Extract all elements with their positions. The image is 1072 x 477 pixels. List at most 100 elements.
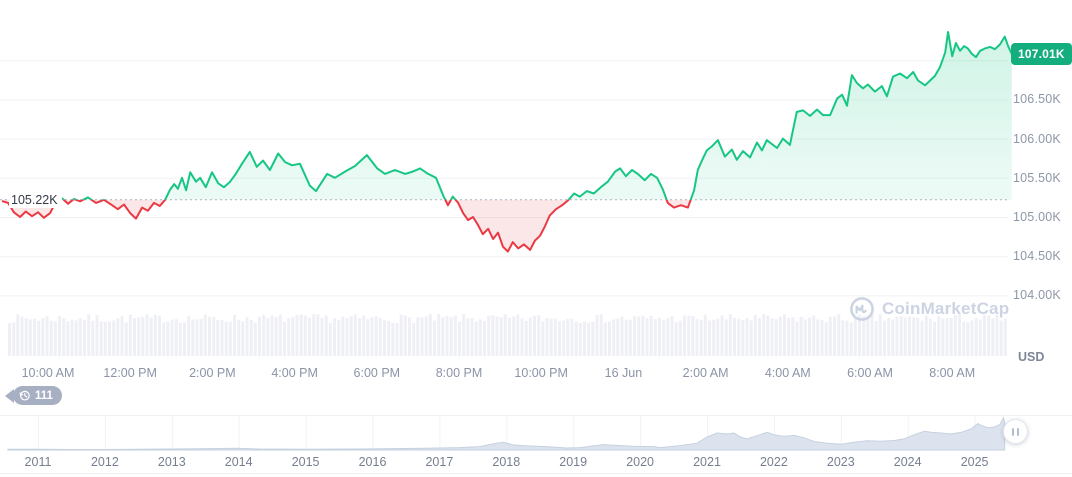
volume-bar (8, 322, 11, 356)
gridlines (0, 60, 1008, 297)
volume-bar (245, 317, 249, 356)
volume-bar (699, 319, 703, 356)
navigator-history-area (7, 416, 1006, 451)
volume-bar (374, 316, 378, 356)
volume-bar (749, 320, 753, 356)
volume-bar (791, 317, 795, 356)
price-line-up (57, 31, 1013, 200)
volume-bar (841, 320, 845, 356)
coinmarketcap-logo-icon (850, 297, 874, 321)
volume-bar (733, 318, 736, 356)
volume-bar (424, 316, 428, 356)
volume-bar (583, 321, 586, 356)
volume-bar (937, 316, 941, 356)
volume-bar (495, 316, 499, 356)
y-axis-label: 104.50K (1013, 249, 1061, 264)
volume-bars (8, 314, 1007, 356)
volume-bar (916, 317, 920, 356)
volume-bar (958, 314, 961, 356)
volume-bar (603, 322, 607, 356)
open-price-label: 105.22K (9, 192, 62, 208)
volume-bar (712, 319, 716, 356)
volume-bar (291, 317, 295, 356)
volume-bar (891, 319, 895, 356)
volume-bar (728, 314, 732, 356)
volume-bar (949, 318, 953, 356)
volume-bar (853, 316, 857, 356)
volume-bar (208, 316, 211, 356)
volume-bar (324, 315, 328, 356)
volume-bar (416, 317, 420, 356)
watermark-label: CoinMarketCap (882, 299, 1010, 318)
volume-bar (124, 322, 128, 356)
volume-bar (862, 315, 866, 356)
year-label: 2011 (24, 455, 52, 469)
annotations-count-badge[interactable]: 111 (13, 386, 62, 405)
navigator-handle[interactable] (1003, 419, 1028, 444)
volume-bar (174, 319, 178, 356)
volume-bar (645, 318, 649, 356)
volume-bar (462, 314, 466, 356)
y-axis-label: 106.00K (1013, 131, 1061, 146)
volume-bar (170, 319, 174, 356)
volume-bar (549, 318, 553, 356)
year-label: 2022 (759, 455, 788, 469)
volume-bar (520, 318, 524, 356)
volume-bar (587, 322, 591, 356)
volume-bar (145, 314, 149, 356)
volume-bar (445, 315, 449, 356)
volume-bar (308, 317, 311, 356)
currency-unit-label: USD (1018, 350, 1045, 364)
volume-bar (453, 315, 457, 356)
x-axis-label: 16 Jun (604, 366, 643, 380)
volume-bar (241, 321, 245, 356)
volume-bar (824, 322, 828, 356)
volume-bar (49, 320, 53, 356)
volume-bar (991, 318, 995, 356)
price-line (1, 31, 1013, 253)
x-axis-label: 10:00 PM (514, 366, 568, 380)
volume-bar (95, 315, 99, 356)
volume-bar (833, 316, 836, 356)
volume-bar (228, 321, 232, 356)
volume-bar (658, 317, 661, 356)
volume-bar (974, 318, 978, 356)
volume-bar (983, 314, 986, 356)
volume-bar (466, 318, 470, 356)
volume-bar (428, 314, 432, 356)
volume-bar (391, 322, 395, 356)
volume-bar (358, 318, 361, 356)
volume-bar (45, 316, 49, 356)
volume-bar (203, 314, 207, 356)
volume-bar (133, 318, 136, 356)
year-label: 2014 (224, 455, 253, 469)
volume-bar (83, 320, 86, 356)
volume-bar (353, 314, 357, 356)
history-clock-icon (19, 390, 30, 401)
volume-bar (687, 315, 691, 356)
volume-bar (224, 321, 228, 356)
volume-bar (762, 314, 766, 356)
volume-bar (783, 314, 786, 356)
volume-bar (199, 318, 203, 356)
volume-bar (433, 320, 436, 356)
volume-bar (633, 315, 636, 356)
volume-bar (724, 319, 728, 356)
volume-bar (533, 315, 536, 356)
volume-bar (799, 316, 803, 356)
volume-bar (128, 314, 132, 356)
volume-bar (895, 316, 899, 356)
volume-bar (458, 321, 461, 356)
volume-bar (883, 320, 886, 356)
volume-bar (37, 320, 41, 356)
x-axis-label: 12:00 PM (103, 366, 157, 380)
volume-bar (528, 317, 532, 356)
volume-bar (878, 314, 882, 356)
volume-bar (108, 321, 111, 356)
volume-bar (499, 317, 503, 356)
timeline-navigator[interactable] (0, 415, 1072, 474)
volume-bar (491, 315, 495, 356)
year-label: 2017 (425, 455, 454, 469)
volume-bar (662, 320, 666, 356)
